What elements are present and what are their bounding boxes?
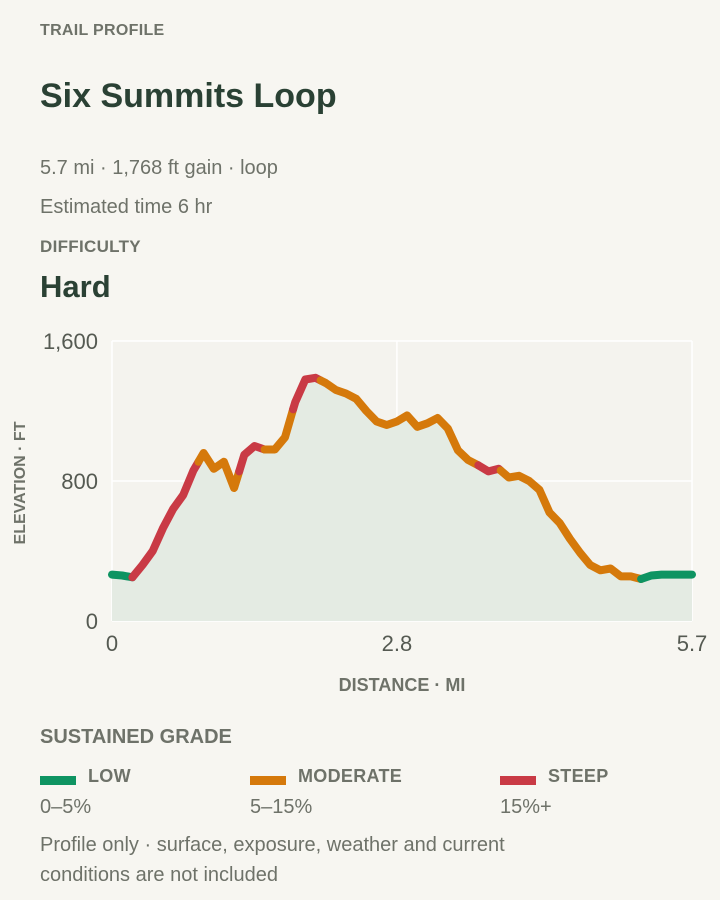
grade-segment-steep [235, 442, 269, 476]
grade-segment-moderate [260, 405, 298, 454]
legend-name-steep: STEEP [548, 766, 609, 786]
legend-swatch-low [40, 776, 76, 785]
grade-segment-moderate [496, 466, 646, 583]
y-axis-label: ELEVATION · FT [12, 421, 29, 544]
legend-name-moderate: MODERATE [298, 766, 403, 786]
x-axis-ticks: 0 2.8 5.7 [106, 631, 707, 656]
grade-segment-steep [128, 457, 203, 582]
footnote: Profile only · surface, exposure, weathe… [40, 834, 505, 886]
legend-swatch-moderate [250, 776, 286, 785]
x-tick-label: 0 [106, 631, 118, 656]
grade-segment-low [637, 570, 696, 583]
elevation-area [112, 377, 692, 621]
difficulty-value: Hard [40, 269, 111, 304]
trail-title: Six Summits Loop [40, 77, 337, 115]
estimated-time: Estimated time 6 hr [40, 196, 213, 218]
section-eyebrow: TRAIL PROFILE [40, 22, 165, 39]
grade-segment-moderate [194, 449, 244, 492]
legend-swatch-steep [500, 776, 536, 785]
trail-stats: 5.7 mi · 1,768 ft gain · loop [40, 157, 278, 179]
x-tick-label: 2.8 [382, 631, 413, 656]
difficulty-label: DIFFICULTY [40, 237, 141, 256]
y-axis-ticks: 0 800 1,600 [43, 329, 98, 634]
x-tick-label: 5.7 [677, 631, 708, 656]
elevation-chart: 0 800 1,600 0 2.8 5.7 DISTANCE · MI ELEVATIO… [12, 329, 707, 695]
legend-name-low: LOW [88, 766, 131, 786]
y-tick-label: 800 [61, 469, 98, 494]
y-tick-label: 1,600 [43, 329, 98, 354]
legend-range-steep: 15%+ [500, 796, 552, 818]
x-axis-label: DISTANCE · MI [339, 675, 466, 695]
legend-range-low: 0–5% [40, 796, 92, 818]
legend-range-moderate: 5–15% [250, 796, 313, 818]
y-tick-label: 0 [86, 609, 98, 634]
grade-segment-moderate [316, 376, 483, 470]
legend-title: SUSTAINED GRADE [40, 726, 232, 748]
grade-segments [108, 373, 696, 583]
